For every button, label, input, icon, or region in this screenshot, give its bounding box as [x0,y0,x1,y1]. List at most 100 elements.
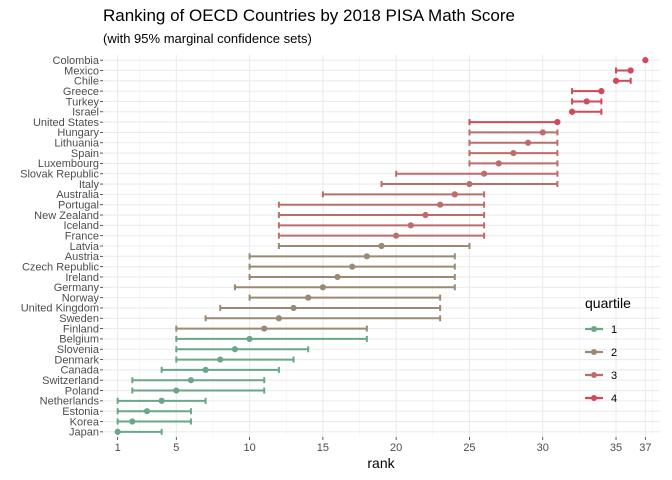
row-colombia [642,57,649,64]
rank-point [246,335,253,343]
y-tick-label: Norway [62,292,100,304]
x-tick-label: 35 [610,442,622,454]
y-tick-label: Ireland [65,272,99,284]
y-tick-label: New Zealand [34,210,99,222]
rank-point [129,418,136,425]
row-estonia [116,408,192,415]
rank-point [217,356,224,363]
y-tick-label: France [65,230,99,242]
x-tick-label: 1 [115,442,121,454]
row-portugal [277,201,486,208]
rank-point [598,88,605,95]
row-latvia [277,242,471,250]
y-tick-label: Iceland [64,220,99,232]
y-tick-label: Portugal [58,200,99,212]
rank-point [642,57,649,64]
row-ireland [248,273,456,281]
rank-point [187,377,195,384]
y-tick-label: Estonia [62,406,100,418]
legend-title: quartile [585,295,631,311]
legend-item-3: 3 [585,370,617,382]
row-australia [321,191,486,198]
rank-point [583,98,590,105]
legend-label: 4 [611,393,617,405]
rank-point [495,160,502,167]
x-tick-label: 10 [243,442,255,454]
rank-point [143,408,151,415]
row-iceland [277,222,486,229]
rank-point [261,325,268,332]
y-tick-label: United States [33,117,100,129]
x-tick-label: 30 [537,442,549,454]
rank-point [539,129,546,136]
legend-key-point [591,349,597,355]
y-tick-label: Slovenia [57,344,100,356]
y-tick-label: Colombia [53,55,100,67]
row-korea [116,418,192,425]
y-tick-label: Sweden [59,313,99,325]
row-israel [568,108,603,115]
rank-point [305,294,312,301]
rank-point [422,211,429,219]
row-canada [160,366,280,373]
chart-subtitle: (with 95% marginal confidence sets) [103,31,312,46]
y-tick-label: Hungary [57,127,99,139]
y-tick-label: Austria [65,251,100,263]
rank-point [349,263,356,270]
x-axis-label: rank [367,455,395,471]
row-japan [114,428,163,435]
x-tick-label: 15 [317,442,329,454]
rank-point [173,387,180,394]
row-sweden [204,315,442,322]
row-slovak-republic [395,170,559,177]
rank-point [627,67,634,74]
rank-point [319,284,326,291]
legend-item-4: 4 [585,393,617,405]
chart-title: Ranking of OECD Countries by 2018 PISA M… [103,6,515,25]
row-greece [571,88,605,95]
rank-point [393,232,400,239]
rank-point [437,201,444,208]
row-netherlands [116,397,207,404]
rank-point [612,77,620,84]
y-tick-label: Israel [72,107,99,119]
rank-point [407,222,414,229]
rank-point [202,366,209,373]
y-tick-label: Lithuania [54,138,100,150]
row-czech-republic [248,263,456,270]
x-tick-label: 25 [463,442,475,454]
row-germany [233,284,456,291]
row-belgium [175,335,368,343]
row-france [277,232,486,239]
y-tick-label: Greece [63,86,99,98]
rank-point [334,273,341,281]
x-tick-label: 37 [639,442,651,454]
y-tick-label: Chile [74,76,99,88]
rank-point [466,180,473,188]
rank-point [510,149,517,157]
y-tick-label: Turkey [66,96,100,108]
legend-label: 1 [611,324,617,336]
x-tick-label: 20 [390,442,402,454]
row-chile [612,77,632,84]
row-new-zealand [277,211,486,219]
y-tick-label: Latvia [70,241,100,253]
grid-lines [103,55,660,437]
y-tick-label: Netherlands [40,396,100,408]
row-luxembourg [468,160,559,167]
row-turkey [571,98,603,105]
legend-item-2: 2 [585,347,617,359]
y-tick-label: Poland [65,385,99,397]
y-tick-label: Italy [79,179,100,191]
x-tick-label: 5 [173,442,179,454]
y-tick-label: Denmark [54,354,99,366]
legend-key-point [591,326,597,332]
row-united-kingdom [219,304,442,312]
y-tick-label: Czech Republic [22,261,100,273]
row-italy [380,180,559,188]
row-switzerland [131,377,266,384]
rank-point [158,397,165,404]
legend: quartile 1 2 3 4 [585,295,631,405]
y-tick-label: Mexico [64,65,99,77]
